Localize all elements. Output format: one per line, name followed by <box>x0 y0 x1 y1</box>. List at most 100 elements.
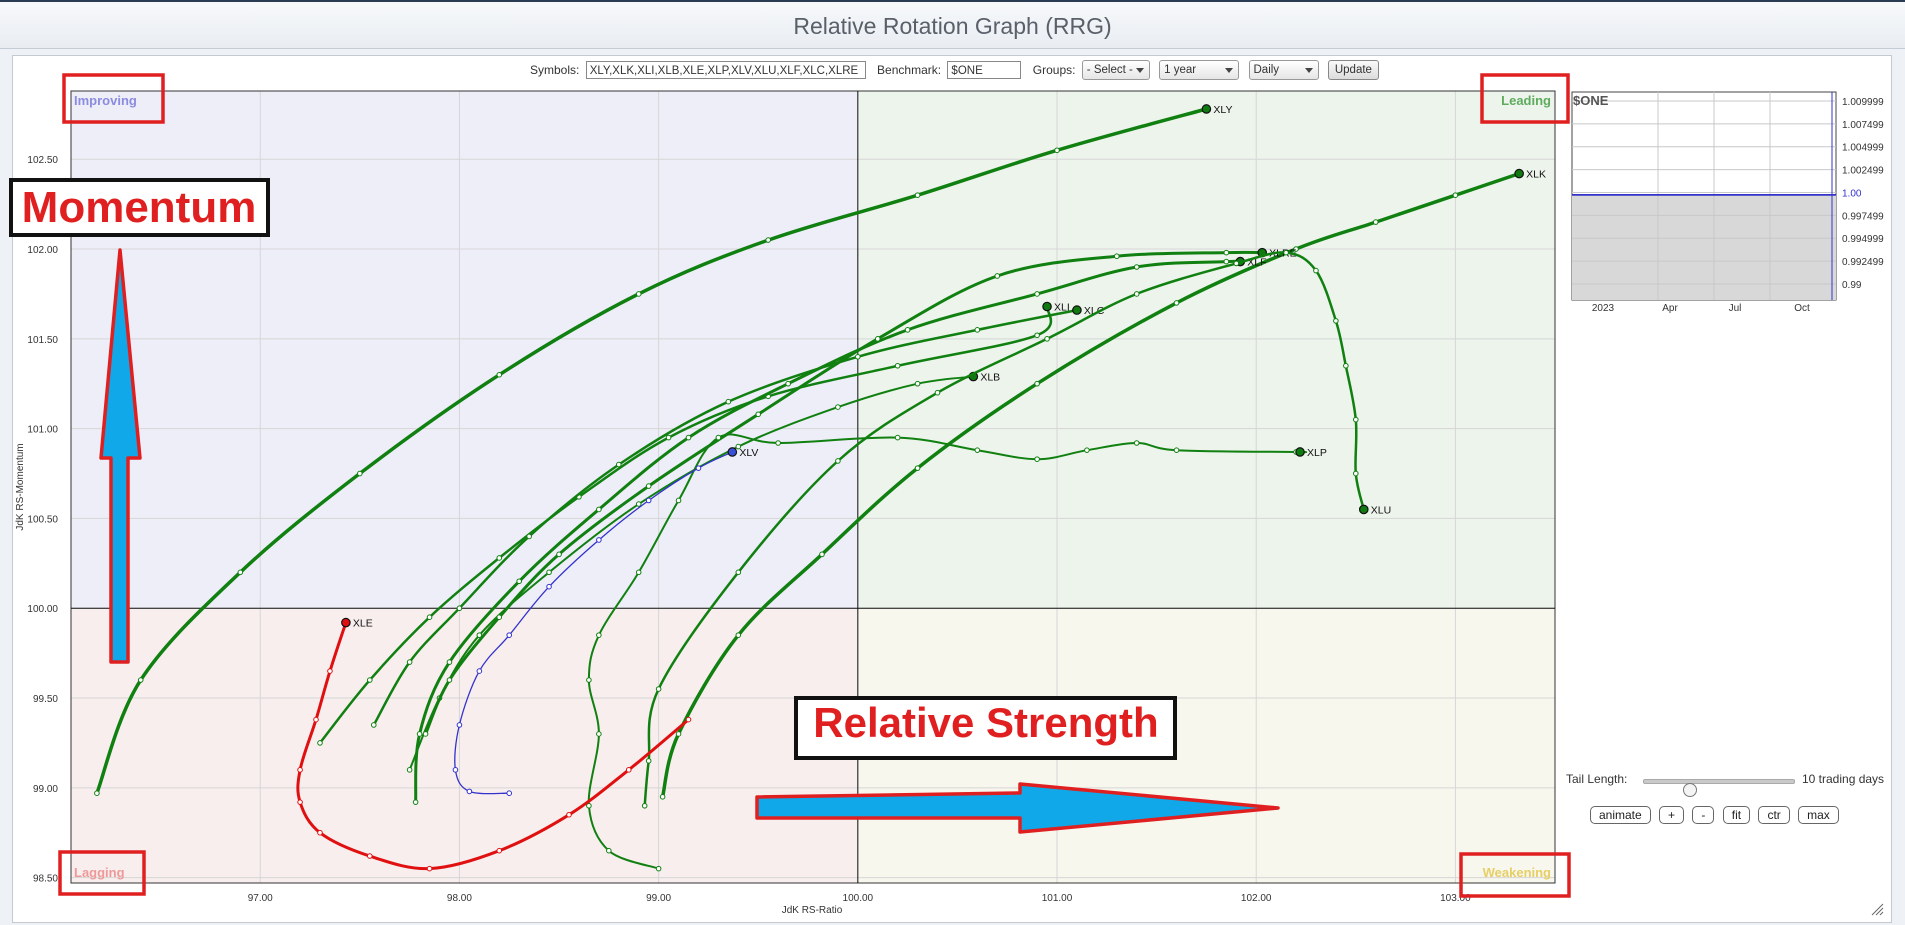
series-point <box>586 677 592 683</box>
series-point <box>546 583 552 590</box>
series-label-xlc: XLC <box>1084 305 1105 317</box>
plot-frame <box>70 90 1556 884</box>
series-point <box>819 551 825 558</box>
series-point <box>1223 249 1230 256</box>
symbols-input[interactable]: XLY,XLK,XLI,XLB,XLE,XLP,XLV,XLU,XLF,XLC,… <box>585 61 866 79</box>
series-point <box>586 802 592 809</box>
series-point <box>406 659 413 665</box>
series-point <box>566 811 572 818</box>
animate-button[interactable]: animate <box>1590 806 1651 824</box>
series-point <box>1223 258 1230 265</box>
series-point <box>635 291 642 297</box>
annotation-box-weakening <box>1459 852 1571 898</box>
benchmark-label: Benchmark: <box>877 63 942 77</box>
series-point <box>506 790 513 797</box>
series-point <box>625 767 632 773</box>
groups-select[interactable]: - Select - <box>1081 60 1150 80</box>
series-point <box>456 722 463 728</box>
series-xlc: XLC <box>370 305 1105 728</box>
y-tick-label: 99.50 <box>33 694 58 705</box>
tail-length-slider[interactable] <box>1643 779 1795 797</box>
series-point <box>785 380 791 387</box>
series-point <box>735 632 742 638</box>
y-tick-label: 100.00 <box>27 604 58 615</box>
max-button[interactable]: max <box>1798 806 1839 824</box>
quadrant-leading <box>857 91 1555 609</box>
y-tick-label: 102.50 <box>27 155 58 166</box>
zoom-in-button[interactable]: + <box>1659 806 1685 824</box>
series-point <box>297 767 303 773</box>
relative-strength-annotation-text: Relative Strength <box>813 699 1158 746</box>
benchmark-mini-label: $ONE <box>1573 93 1609 108</box>
benchmark-mini-tick-label: 0.997499 <box>1842 211 1884 222</box>
momentum-annotation-box <box>9 178 270 237</box>
series-point <box>313 716 319 723</box>
center-button[interactable]: ctr <box>1758 806 1790 824</box>
series-point <box>874 336 881 342</box>
series-point <box>476 632 483 638</box>
series-label-xlb: XLB <box>980 372 1000 384</box>
tail-length-slider-thumb[interactable] <box>1683 783 1697 797</box>
series-point <box>1452 192 1459 198</box>
series-point <box>635 569 642 576</box>
series-point <box>446 659 453 665</box>
groups-label: Groups: <box>1032 63 1076 77</box>
series-point <box>237 569 244 576</box>
series-label-xlk: XLK <box>1526 169 1546 181</box>
series-point <box>366 853 373 859</box>
series-point <box>606 847 612 854</box>
series-point <box>1343 362 1349 369</box>
series-line-xly <box>95 107 1209 795</box>
benchmark-mini-tick-label: 1.004999 <box>1842 143 1884 154</box>
series-label-xli: XLI <box>1054 302 1070 314</box>
series-point <box>1133 440 1140 446</box>
quadrant-label-leading: Leading <box>1501 93 1551 108</box>
series-point <box>974 447 981 453</box>
update-button[interactable]: Update <box>1327 60 1379 80</box>
view-buttons: animate + - fit ctr max <box>1590 806 1844 824</box>
symbols-label: Symbols: <box>530 63 580 77</box>
series-point <box>655 686 662 692</box>
series-point <box>641 802 648 809</box>
zoom-out-button[interactable]: - <box>1692 806 1715 824</box>
series-point <box>765 237 771 243</box>
series-point <box>366 677 373 683</box>
series-label-xlu: XLU <box>1371 504 1391 516</box>
controls-bar: Symbols: XLY,XLK,XLI,XLB,XLE,XLP,XLV,XLU… <box>530 60 1379 82</box>
series-point <box>317 829 323 836</box>
series-xlre: XLRE <box>422 248 1297 737</box>
y-tick-label: 102.00 <box>27 245 58 256</box>
benchmark-input[interactable]: $ONE <box>947 61 1022 79</box>
series-point <box>496 371 503 378</box>
window-top-edge <box>0 0 1905 2</box>
fit-button[interactable]: fit <box>1722 806 1751 824</box>
series-xlu: XLU <box>641 249 1391 809</box>
series-point <box>1283 249 1289 256</box>
series-point <box>974 327 981 333</box>
series-head <box>1514 168 1524 179</box>
series-point <box>1233 260 1240 267</box>
series-point <box>422 731 429 737</box>
series-point <box>1054 147 1060 154</box>
series-point <box>645 758 652 764</box>
resize-grip-icon[interactable] <box>1870 902 1884 916</box>
series-point <box>466 788 473 795</box>
series-xlk: XLK <box>659 168 1546 800</box>
series-point <box>1044 336 1050 342</box>
series-point <box>452 767 459 773</box>
series-point <box>426 865 433 872</box>
series-point <box>416 731 423 737</box>
series-xli: XLI <box>317 302 1070 746</box>
period-select[interactable]: 1 year <box>1159 60 1240 80</box>
series-point <box>835 458 841 464</box>
series-point <box>596 731 602 737</box>
frequency-select[interactable]: Daily <box>1248 60 1319 80</box>
momentum-arrow-icon <box>99 248 142 664</box>
series-head <box>727 447 738 457</box>
tail-length-label: Tail Length: <box>1566 772 1628 786</box>
series-point <box>1034 456 1040 462</box>
x-tick-label: 103.00 <box>1440 893 1471 904</box>
series-head <box>341 617 351 628</box>
series-point <box>725 398 732 405</box>
